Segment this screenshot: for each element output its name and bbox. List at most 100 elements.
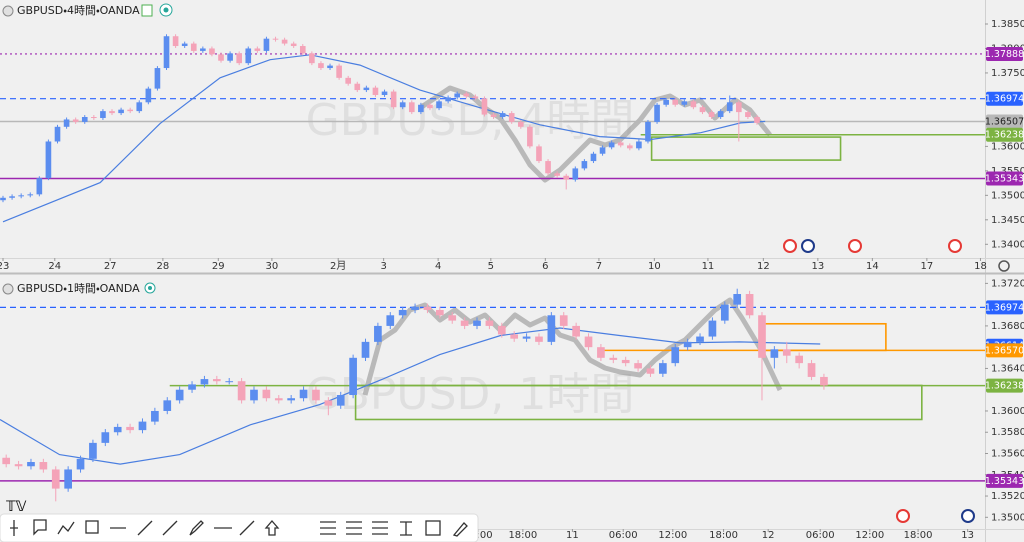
- tool-callout[interactable]: [33, 519, 47, 536]
- candle-body: [460, 320, 469, 326]
- candle-body: [89, 442, 97, 459]
- candle-body: [626, 145, 633, 149]
- candle-body: [113, 426, 122, 433]
- tool-path[interactable]: [57, 521, 75, 535]
- candle-body: [27, 462, 35, 467]
- candle-body: [138, 421, 147, 431]
- candle-body: [645, 121, 651, 142]
- moving-average: [0, 327, 821, 465]
- flag-icon[interactable]: [141, 4, 153, 17]
- candle-body: [436, 101, 442, 109]
- tool-trend[interactable]: [137, 520, 153, 536]
- candle-body: [463, 93, 470, 97]
- symbol-icon: [2, 5, 14, 17]
- candle-body: [736, 102, 742, 113]
- candle-body: [101, 432, 110, 443]
- price-label: 1.35343: [985, 174, 1024, 185]
- candle-body: [726, 102, 733, 112]
- candle-body: [418, 104, 424, 113]
- tool-fib[interactable]: [320, 521, 336, 535]
- price-label: 1.35343: [985, 476, 1024, 487]
- candle-body: [64, 469, 72, 489]
- candle-body: [254, 48, 261, 51]
- x-tick-label: 18:00: [709, 530, 738, 541]
- event-icon[interactable]: [783, 239, 797, 253]
- candle-body: [274, 398, 283, 401]
- price-label: 1.36507: [985, 117, 1024, 128]
- tool-levels[interactable]: [346, 521, 362, 535]
- candle-body: [547, 315, 556, 342]
- candle-body: [9, 196, 15, 198]
- price-label: 1.36238: [985, 130, 1024, 141]
- tool-rect[interactable]: [85, 520, 99, 534]
- y-tick-label: 1.37200: [991, 278, 1024, 289]
- y-tick-label: 1.34500: [991, 215, 1024, 226]
- event-icon[interactable]: [801, 239, 815, 253]
- candle-body: [770, 349, 779, 358]
- price-label-bg: [986, 378, 1023, 393]
- price-label: 1.36238: [985, 381, 1024, 392]
- tool-ray[interactable]: [162, 520, 178, 536]
- candle-body: [237, 381, 246, 401]
- status-dot: [163, 7, 169, 13]
- event-icon[interactable]: [848, 239, 862, 253]
- watermarks: GBPUSD, 4時間 GBPUSD, 1時間: [306, 95, 635, 420]
- candle-body: [617, 142, 624, 146]
- settings-icon[interactable]: [998, 260, 1010, 272]
- event-icon[interactable]: [896, 509, 910, 523]
- tool-brush[interactable]: [189, 520, 204, 536]
- tool-zoom[interactable]: [425, 520, 441, 536]
- candle-body: [754, 117, 760, 123]
- tool-cross[interactable]: [10, 520, 18, 536]
- candle-body: [634, 363, 642, 369]
- candle-body: [175, 389, 184, 401]
- candle-body: [345, 77, 352, 84]
- tool-segment[interactable]: [239, 520, 255, 536]
- price-label-bg: [986, 127, 1023, 142]
- candle-body: [581, 161, 588, 169]
- candle-body: [472, 96, 479, 99]
- tool-eraser[interactable]: [452, 522, 468, 537]
- candle-body: [312, 389, 320, 401]
- chart-title: GBPUSD・1時間・OANDA: [17, 282, 140, 295]
- candle-body: [690, 101, 697, 108]
- x-tick-label: 4: [435, 261, 441, 272]
- candle-body: [399, 102, 406, 108]
- candle-body: [820, 376, 828, 386]
- x-tick-label: 7: [596, 261, 602, 272]
- x-tick-label: 3: [380, 261, 386, 272]
- candle-body: [324, 400, 333, 406]
- watermark: GBPUSD, 4時間: [306, 95, 635, 146]
- event-icon[interactable]: [961, 509, 975, 523]
- candle-body: [209, 48, 215, 55]
- price-label-bg: [986, 300, 1023, 315]
- candle-body: [27, 194, 34, 196]
- y-tick-label: 1.36000: [991, 406, 1024, 417]
- event-icon[interactable]: [948, 239, 962, 253]
- tool-measure[interactable]: [400, 521, 412, 536]
- candle-body: [572, 325, 580, 337]
- candle-body: [720, 304, 729, 321]
- x-tick-label: 17: [920, 261, 933, 272]
- candle-body: [163, 400, 172, 411]
- y-tick-label: 1.35500: [991, 166, 1024, 177]
- price-label: 1.36974: [985, 302, 1024, 313]
- logo: 𝕋𝕍: [6, 499, 27, 515]
- tool-arrow[interactable]: [264, 520, 280, 536]
- x-tick-label: 5: [488, 261, 494, 272]
- candle-body: [597, 347, 605, 358]
- candle-body: [51, 469, 60, 489]
- candle-body: [497, 325, 506, 335]
- price-label: 1.37888: [985, 49, 1024, 60]
- candle-body: [363, 87, 370, 91]
- candle-body: [2, 457, 11, 465]
- candle-body: [473, 320, 481, 326]
- tool-channel[interactable]: [372, 521, 388, 535]
- candle-body: [109, 111, 115, 114]
- drawing-toolbar: 𝕋𝕍: [0, 499, 479, 542]
- y-tick-label: 1.35200: [991, 491, 1024, 502]
- price-label-bg: [986, 343, 1023, 358]
- candle-body: [245, 48, 252, 64]
- candle-body: [45, 141, 52, 179]
